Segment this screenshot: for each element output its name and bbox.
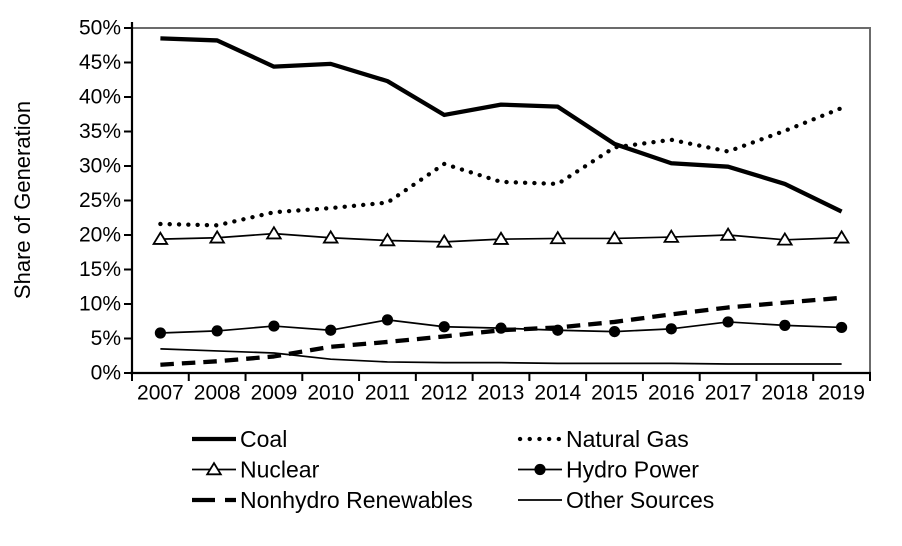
hydro-power-marker [722,316,734,328]
x-axis-year-label: 2017 [705,382,752,405]
x-axis-year-label: 2015 [591,382,638,405]
x-axis-year-label: 2012 [421,382,468,405]
x-axis-year-label: 2009 [251,382,298,405]
nonhydro-renewables-line [160,295,842,367]
chart-legend: Coal Natural Gas Nuclear Hydro Power Nonhydr… [192,426,714,513]
legend-item-nuclear: Nuclear [192,457,320,483]
hydro-power-marker [211,325,223,337]
hydro-power-marker [325,324,337,336]
y-axis-tick-label: 50% [79,17,121,40]
y-axis-tick-label: 30% [79,155,121,178]
y-axis-tick-label: 10% [79,293,121,316]
legend-item-hydro-power: Hydro Power [518,457,699,483]
y-axis-tick-label: 25% [79,189,121,212]
x-axis-year-label: 2013 [478,382,525,405]
y-axis-tick-label: 45% [79,51,121,74]
y-axis-tick-label: 0% [91,362,121,385]
nuclear-marker [208,229,226,244]
nuclear-marker [435,233,453,248]
nuclear-marker [833,229,851,244]
legend-item-nonhydro-renewables: Nonhydro Renewables [192,487,473,513]
nuclear-marker [322,229,340,244]
x-axis-year-label: 2011 [365,382,410,405]
legend-marker-nuclear [205,461,223,476]
hydro-power-marker [836,321,848,334]
y-axis-tick-label: 35% [79,120,121,143]
axis-ticks: 0% 5% 10% 15% 20% 25% 30% 35% 40% 45% 50% 2007 2008 2… [79,17,871,405]
legend-marker-hydro-power [534,463,546,476]
x-axis-year-label: 2018 [761,382,808,405]
nuclear-marker [719,226,737,241]
nuclear-marker [379,232,396,247]
legend-label-coal: Coal [240,426,287,452]
hydro-power-marker [608,326,621,338]
legend-label-nuclear: Nuclear [240,457,320,483]
y-axis-tick-label: 40% [79,86,121,109]
hydro-power-marker [665,323,677,335]
x-axis-year-label: 2008 [194,382,241,405]
nuclear-marker [606,230,623,245]
hydro-power-marker [154,327,166,339]
y-axis-tick-label: 15% [79,258,121,281]
hydro-power-marker [268,320,280,332]
legend-label-other-sources: Other Sources [566,487,714,513]
hydro-power-marker [381,314,394,326]
natural-gas-line [158,105,844,228]
nuclear-marker [151,231,169,245]
y-axis-tick-label: 20% [79,224,121,247]
nuclear-marker [549,230,567,245]
legend-item-coal: Coal [192,426,287,452]
x-axis-year-label: 2010 [307,382,354,405]
series-lines [151,36,851,367]
x-axis-year-label: 2019 [818,382,865,405]
legend-item-natural-gas: Natural Gas [517,426,689,452]
nuclear-marker [662,228,680,243]
x-axis-year-label: 2014 [534,382,581,405]
nuclear-marker [265,225,283,240]
legend-label-natural-gas: Natural Gas [566,426,689,452]
hydro-power-marker [779,319,791,331]
x-axis-year-label: 2016 [648,382,695,405]
legend-label-nonhydro-renewables: Nonhydro Renewables [240,487,473,513]
legend-item-other-sources: Other Sources [518,487,714,513]
legend-label-hydro-power: Hydro Power [566,457,699,483]
nuclear-marker [492,231,510,245]
hydro-power-marker [438,321,450,333]
nuclear-marker [776,231,794,246]
y-axis-title: Share of Generation [10,101,35,299]
x-axis-year-label: 2007 [137,382,184,405]
coal-line [160,36,843,214]
other-sources-line [160,348,842,365]
y-axis-tick-label: 5% [91,327,121,350]
